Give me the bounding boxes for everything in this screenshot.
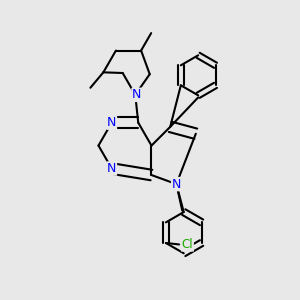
Text: N: N — [107, 162, 116, 175]
Text: N: N — [132, 88, 141, 101]
Text: Cl: Cl — [182, 238, 193, 251]
Text: N: N — [107, 116, 116, 129]
Text: N: N — [172, 178, 181, 190]
